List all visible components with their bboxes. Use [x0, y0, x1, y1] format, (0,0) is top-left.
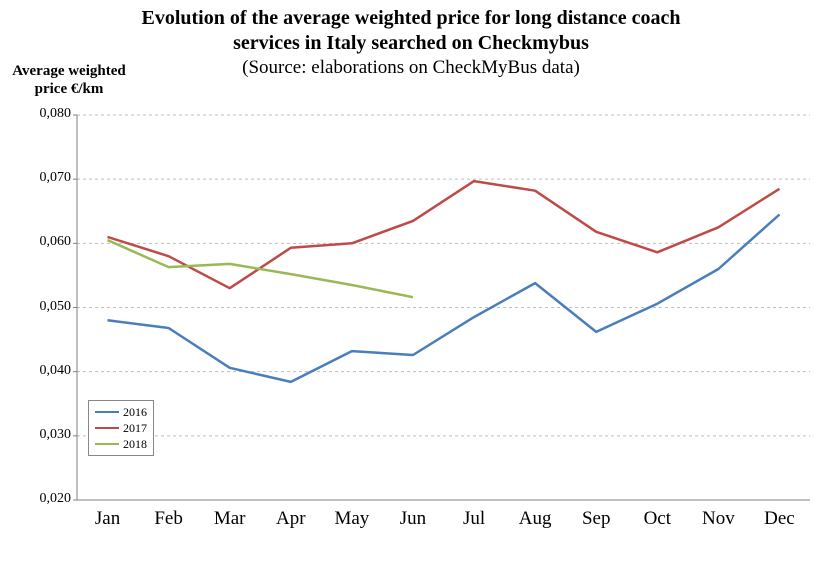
x-tick-label: Apr [260, 508, 321, 530]
x-tick-label: Dec [749, 508, 810, 530]
legend-item-2017: 2017 [95, 420, 147, 436]
series-2017 [108, 181, 780, 288]
chart-container: Evolution of the average weighted price … [0, 0, 822, 567]
series-2018 [108, 240, 414, 297]
legend-item-2018: 2018 [95, 436, 147, 452]
x-tick-label: Jun [382, 508, 443, 530]
legend-item-2016: 2016 [95, 404, 147, 420]
x-tick-label: Mar [199, 508, 260, 530]
legend-swatch [95, 411, 119, 413]
y-axis-label: Average weighted price €/km [4, 62, 134, 98]
x-tick-label: Aug [505, 508, 566, 530]
y-tick-label: 0,040 [25, 363, 71, 379]
y-tick-label: 0,060 [25, 234, 71, 250]
chart-title-line1: Evolution of the average weighted price … [0, 6, 822, 31]
plot-area [77, 115, 810, 500]
legend-label: 2018 [123, 437, 147, 452]
x-tick-label: Oct [627, 508, 688, 530]
legend-label: 2016 [123, 405, 147, 420]
y-tick-label: 0,080 [25, 106, 71, 122]
y-tick-label: 0,050 [25, 299, 71, 315]
x-tick-label: Sep [566, 508, 627, 530]
legend-swatch [95, 427, 119, 429]
legend-swatch [95, 443, 119, 445]
series-2016 [108, 215, 780, 382]
legend: 201620172018 [88, 400, 154, 456]
x-tick-label: Jan [77, 508, 138, 530]
x-tick-label: Feb [138, 508, 199, 530]
y-tick-label: 0,070 [25, 170, 71, 186]
x-tick-label: Nov [688, 508, 749, 530]
x-tick-label: Jul [444, 508, 505, 530]
x-tick-label: May [321, 508, 382, 530]
chart-title-line2: services in Italy searched on Checkmybus [0, 31, 822, 56]
legend-label: 2017 [123, 421, 147, 436]
y-tick-label: 0,020 [25, 491, 71, 507]
y-tick-label: 0,030 [25, 427, 71, 443]
